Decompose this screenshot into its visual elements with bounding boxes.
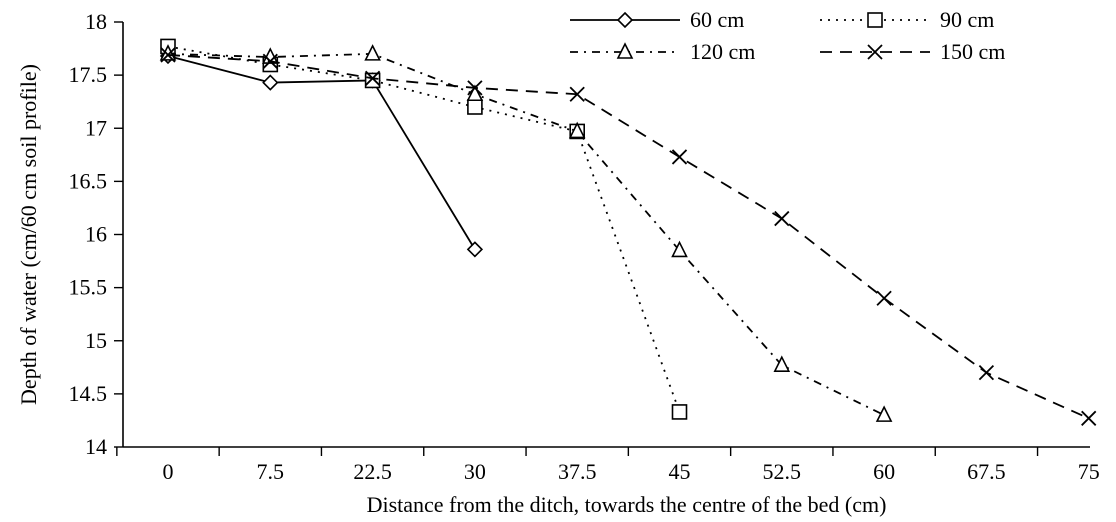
marker-diamond — [262, 74, 279, 91]
y-tick-label: 15.5 — [69, 275, 108, 300]
marker-cross — [569, 86, 585, 102]
y-tick-label: 14 — [85, 434, 107, 459]
marker-triangle — [466, 84, 484, 102]
marker-cross-stroke — [262, 53, 278, 69]
marker-triangle — [159, 44, 177, 61]
marker-square — [671, 404, 688, 420]
legend-label: 120 cm — [690, 39, 755, 64]
series-60-cm — [159, 47, 484, 258]
legend-label: 90 cm — [940, 7, 994, 32]
series-line — [167, 52, 885, 416]
marker-triangle — [568, 121, 586, 139]
x-tick-label: 60 — [873, 459, 895, 484]
marker-cross-stroke — [867, 44, 883, 60]
marker-square — [364, 72, 381, 89]
series-line — [167, 55, 476, 250]
series-150-cm — [160, 47, 1097, 426]
marker-cross — [671, 149, 688, 165]
x-tick-label: 45 — [669, 459, 691, 484]
marker-cross-stroke — [774, 210, 790, 227]
x-tick-label: 37.5 — [558, 459, 597, 484]
y-tick-label: 14.5 — [69, 381, 108, 406]
marker-cross-stroke — [978, 364, 995, 381]
x-tick-label: 22.5 — [353, 459, 392, 484]
marker-cross-stroke — [160, 47, 176, 63]
legend-item: 60 cm — [570, 7, 744, 32]
marker-triangle — [262, 47, 279, 64]
series-line — [167, 54, 1090, 420]
marker-square — [467, 99, 483, 115]
x-tick-label: 52.5 — [763, 459, 802, 484]
legend-item: 120 cm — [570, 39, 755, 64]
marker-cross-stroke — [569, 86, 585, 102]
marker-triangle — [616, 42, 634, 59]
y-tick-label: 16.5 — [69, 168, 108, 193]
marker-triangle — [671, 240, 688, 258]
y-tick-label: 15 — [85, 328, 107, 353]
legend-item: 90 cm — [820, 7, 994, 32]
marker-cross-stroke — [364, 70, 381, 86]
marker-triangle — [875, 405, 893, 422]
marker-cross — [1081, 410, 1097, 426]
marker-cross — [467, 80, 483, 96]
series-120-cm — [159, 44, 893, 422]
legend: 60 cm 90 cm 120 cm 150 cm — [570, 7, 1005, 64]
x-tick-label: 7.5 — [257, 459, 285, 484]
x-tick-label: 0 — [163, 459, 174, 484]
series-line — [167, 45, 681, 413]
marker-triangle — [773, 355, 791, 372]
marker-triangle — [364, 44, 381, 61]
legend-label: 150 cm — [940, 39, 1005, 64]
y-tick-label: 16 — [85, 222, 107, 247]
x-tick-label: 75 — [1078, 459, 1100, 484]
marker-diamond — [466, 241, 484, 258]
legend-item: 150 cm — [820, 39, 1005, 64]
marker-cross — [774, 210, 790, 227]
marker-cross — [978, 364, 995, 381]
y-ticks: 14 14.5 15 15.5 16 16.5 17 17.5 18 — [69, 9, 123, 459]
x-ticks: 0 7.5 22.5 30 37.5 45 52.5 60 67.5 75 — [116, 447, 1100, 484]
marker-cross — [876, 290, 892, 306]
marker-cross — [867, 44, 883, 60]
y-tick-label: 18 — [85, 9, 107, 34]
marker-cross-stroke — [1081, 410, 1097, 426]
marker-cross — [160, 47, 176, 63]
x-tick-label: 30 — [464, 459, 486, 484]
marker-cross-stroke — [876, 290, 892, 306]
marker-square — [867, 12, 883, 28]
series-90-cm — [160, 38, 688, 420]
marker-cross-stroke — [671, 149, 688, 165]
marker-cross-stroke — [467, 80, 483, 96]
y-tick-label: 17.5 — [69, 62, 108, 87]
marker-diamond — [616, 11, 634, 29]
x-axis-title: Distance from the ditch, towards the cen… — [367, 492, 887, 517]
y-tick-label: 17 — [85, 115, 107, 140]
marker-cross — [262, 53, 278, 69]
x-tick-label: 67.5 — [967, 459, 1006, 484]
marker-cross — [364, 70, 381, 86]
legend-label: 60 cm — [690, 7, 744, 32]
series-layer — [159, 38, 1097, 426]
y-axis-title: Depth of water (cm/60 cm soil profile) — [16, 64, 41, 405]
